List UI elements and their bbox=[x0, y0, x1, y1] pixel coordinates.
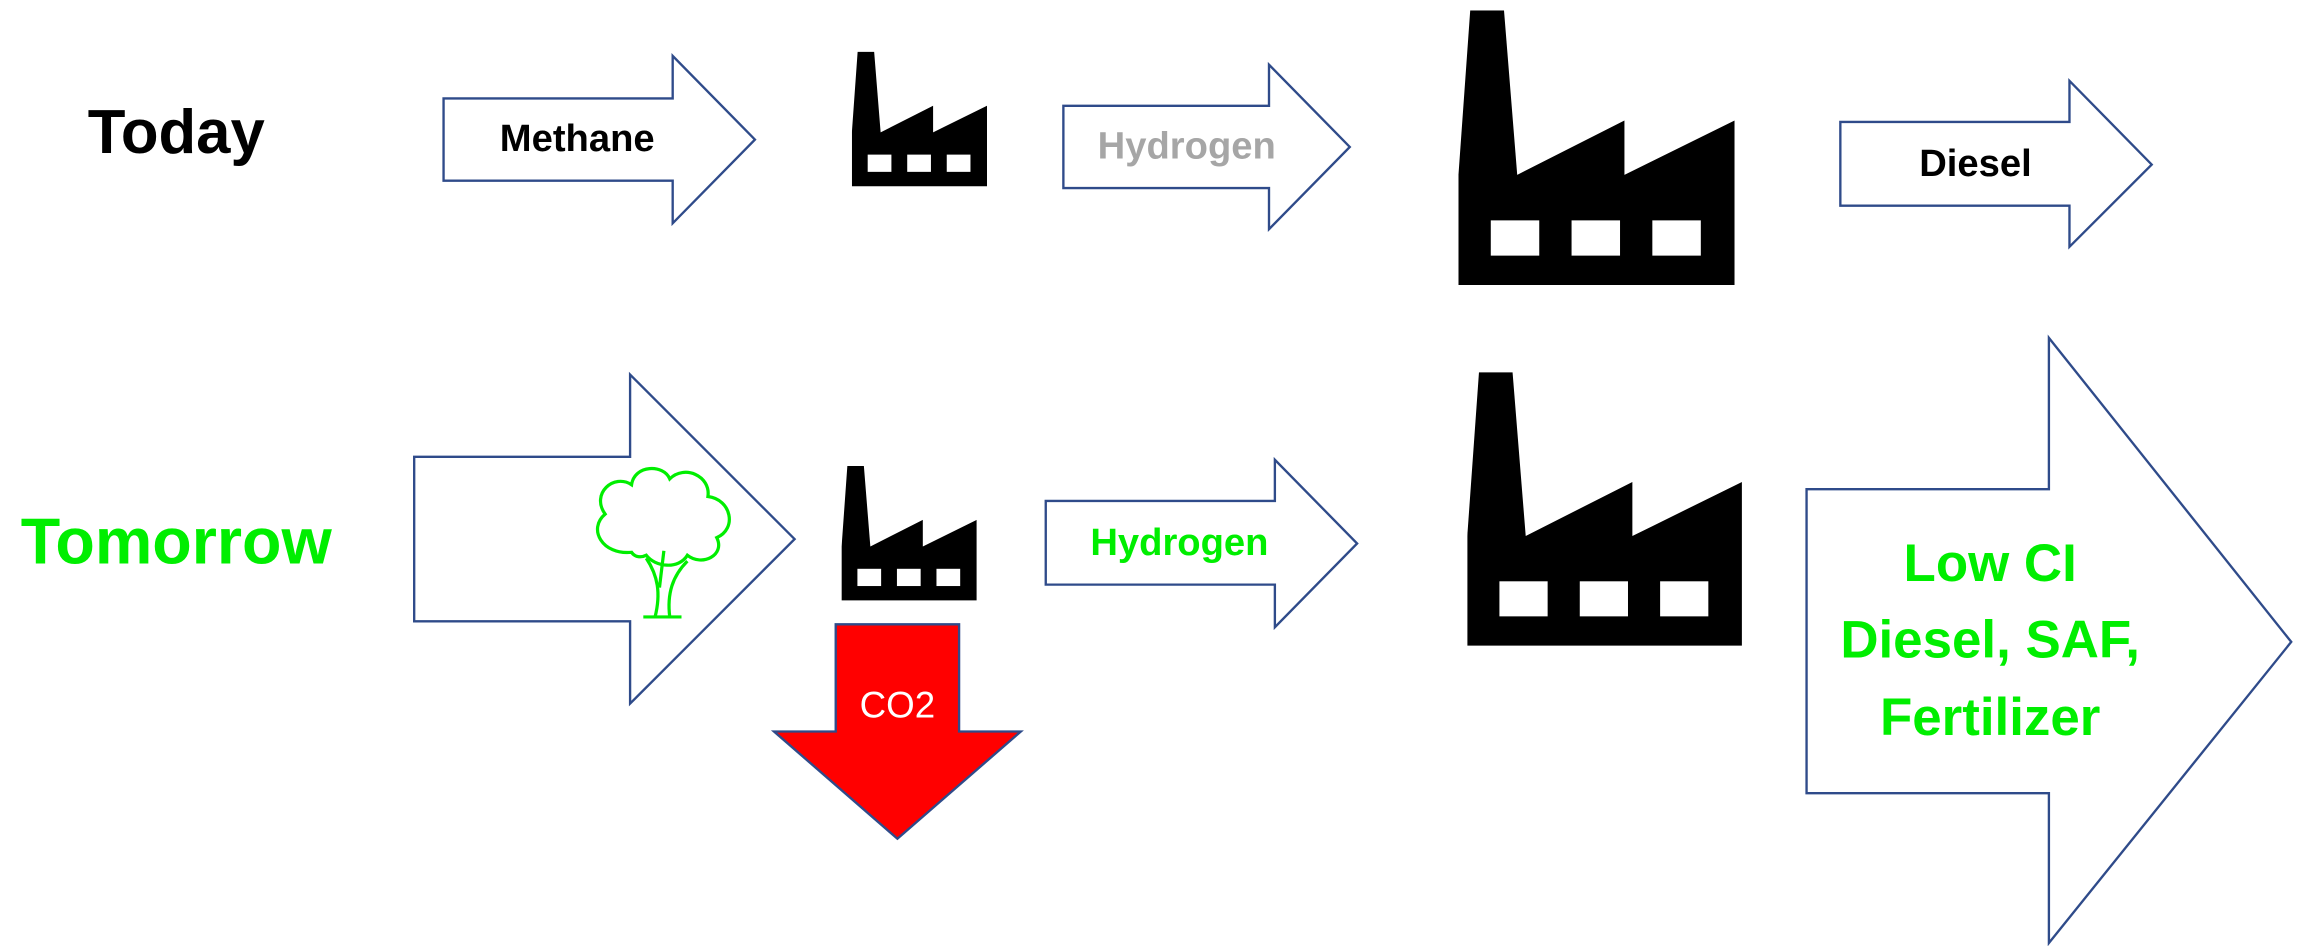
tree-icon bbox=[595, 466, 731, 619]
product-label: Fertilizer bbox=[1880, 688, 2100, 747]
factory-icon bbox=[1458, 10, 1735, 285]
arrow bbox=[442, 53, 757, 227]
arrow bbox=[1805, 334, 2293, 946]
arrow-label: Diesel bbox=[1919, 142, 2031, 185]
arrow-label: Hydrogen bbox=[1090, 521, 1268, 564]
factory-icon bbox=[851, 51, 987, 187]
emission-label: CO2 bbox=[860, 685, 935, 726]
factory-icon bbox=[841, 466, 977, 601]
factory-icon bbox=[1467, 372, 1742, 646]
arrow-label: Hydrogen bbox=[1098, 124, 1276, 167]
arrow-label: Methane bbox=[500, 117, 655, 160]
row-label: Tomorrow bbox=[21, 506, 333, 578]
arrow bbox=[1062, 61, 1352, 233]
row-label: Today bbox=[88, 98, 265, 167]
product-label: Diesel, SAF, bbox=[1840, 610, 2140, 669]
arrow bbox=[413, 371, 797, 707]
product-label: Low CI bbox=[1904, 534, 2077, 593]
emission-arrow bbox=[770, 623, 1024, 841]
arrow bbox=[1044, 456, 1359, 631]
arrow bbox=[1839, 77, 2154, 250]
